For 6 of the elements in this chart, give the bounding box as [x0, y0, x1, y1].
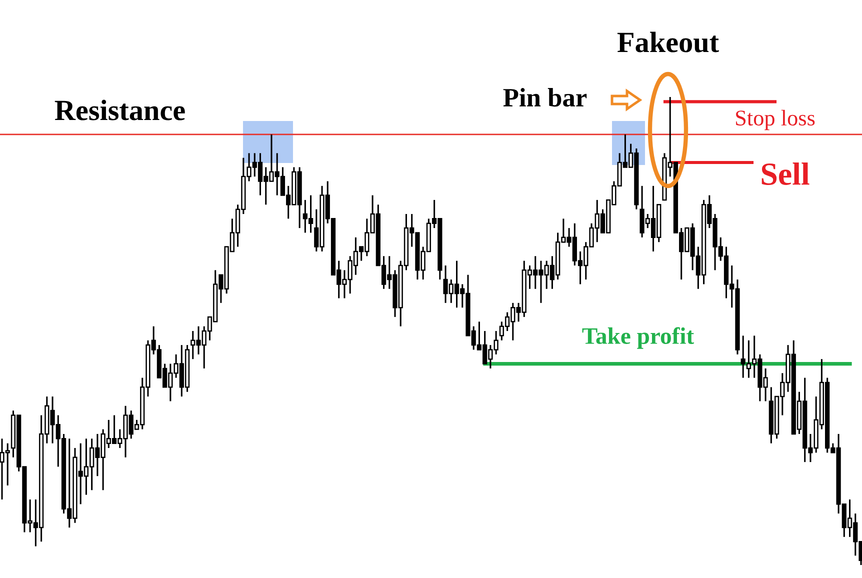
ref-line-label: Take profit [582, 327, 694, 349]
ref-line-label: Stop loss [736, 110, 815, 130]
ref-line-label: Resistance [54, 100, 185, 120]
annotation: Pin bar [503, 88, 587, 107]
ref-line-label: Sell [762, 162, 810, 185]
text: Fakeout [617, 32, 719, 52]
